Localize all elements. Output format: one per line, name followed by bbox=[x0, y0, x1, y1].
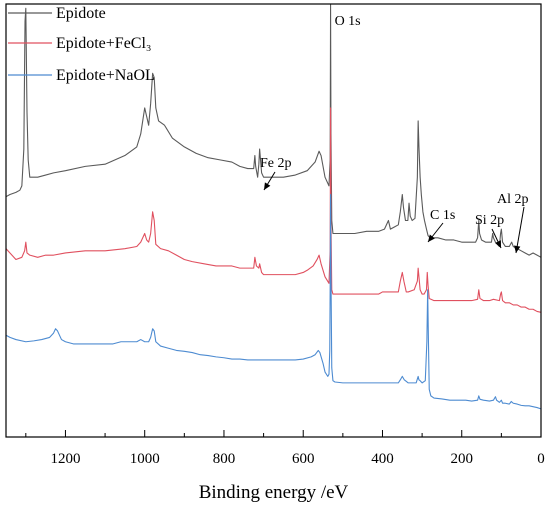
x-tick-label: 400 bbox=[371, 451, 394, 467]
x-tick-label: 1200 bbox=[50, 451, 80, 467]
series-lines bbox=[5, 3, 542, 410]
x-axis-title: Binding energy /eV bbox=[199, 482, 349, 503]
x-tick-label: 600 bbox=[292, 451, 315, 467]
peak-label: C 1s bbox=[430, 208, 455, 223]
x-tick-label: 800 bbox=[213, 451, 236, 467]
peak-arrow bbox=[515, 206, 525, 254]
peak-arrow-head bbox=[264, 182, 271, 190]
peak-arrow-head bbox=[514, 245, 521, 253]
series-line-3 bbox=[5, 193, 542, 410]
peak-annotations: O 1s Fe 2p C 1s Si 2p Al 2p bbox=[260, 14, 529, 254]
x-tick-label: 0 bbox=[537, 451, 545, 467]
peak-label: Al 2p bbox=[497, 192, 529, 207]
legend: Epidote Epidote+FeCl₃ Epidote+NaOL bbox=[8, 5, 155, 84]
legend-label: Epidote bbox=[56, 5, 106, 22]
plot-frame bbox=[5, 3, 542, 438]
peak-label: Si 2p bbox=[475, 213, 504, 228]
peak-label: O 1s bbox=[335, 14, 361, 29]
series-line-1 bbox=[5, 3, 542, 258]
legend-label: Epidote+NaOL bbox=[56, 67, 155, 84]
peak-arrow-head bbox=[495, 240, 501, 248]
series-line-2 bbox=[5, 107, 542, 313]
legend-label: Epidote+FeCl₃ bbox=[56, 35, 151, 52]
x-axis-ticks: 1200 1000 800 600 400 200 0 bbox=[25, 430, 545, 467]
x-tick-label: 200 bbox=[450, 451, 473, 467]
peak-label: Fe 2p bbox=[260, 156, 292, 171]
x-tick-label: 1000 bbox=[130, 451, 160, 467]
peak-arrow-head bbox=[428, 234, 435, 242]
